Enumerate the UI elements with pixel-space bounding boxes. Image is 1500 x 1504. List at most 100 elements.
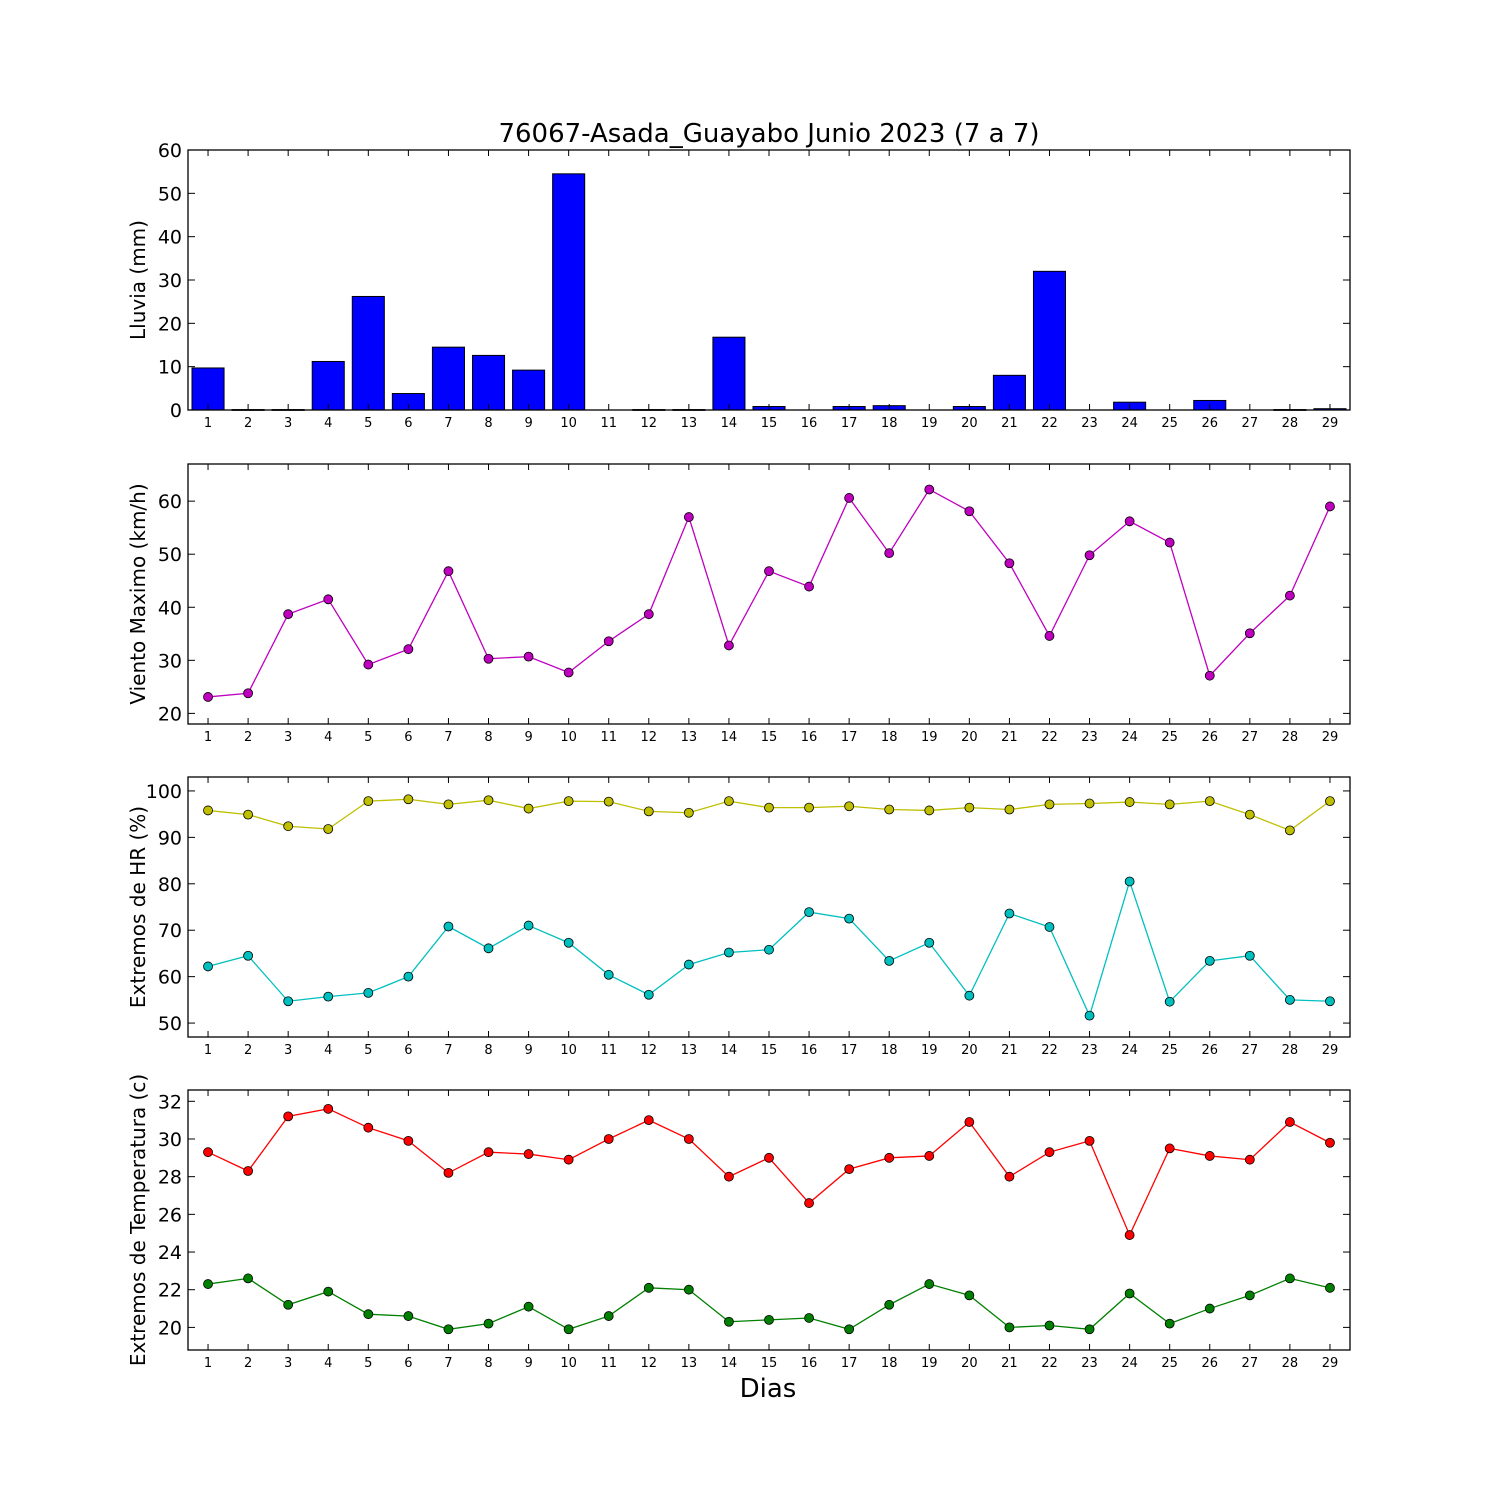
- x-tick-label: 17: [841, 730, 858, 745]
- y-tick-label: 0: [170, 400, 182, 422]
- series-point: [243, 950, 254, 961]
- series-point: [443, 1324, 454, 1335]
- series-point: [844, 493, 855, 503]
- series-point: [1244, 809, 1255, 820]
- series-point: [884, 804, 895, 815]
- x-tick-label: 6: [404, 1043, 412, 1058]
- x-tick-label: 1: [204, 1043, 212, 1058]
- series-point: [363, 1122, 374, 1133]
- x-tick-label: 16: [801, 1356, 818, 1371]
- series-point: [643, 1282, 654, 1293]
- series-point: [1124, 797, 1135, 807]
- series-point: [203, 1279, 213, 1289]
- series-point: [764, 566, 774, 577]
- series-point: [724, 947, 734, 958]
- y-tick-label: 80: [158, 874, 182, 896]
- series-point: [363, 796, 374, 807]
- series-point: [1084, 1135, 1095, 1146]
- x-tick-label: 28: [1282, 416, 1299, 431]
- series-point: [1004, 804, 1015, 815]
- x-tick-label: 20: [961, 1356, 978, 1371]
- series-point: [643, 1115, 654, 1126]
- series-point: [243, 1273, 254, 1284]
- x-tick-label: 5: [364, 1043, 372, 1058]
- x-tick-label: 4: [324, 730, 332, 745]
- series-point: [1204, 1303, 1215, 1314]
- x-tick-label: 10: [560, 1356, 577, 1371]
- x-tick-label: 23: [1081, 730, 1098, 745]
- x-tick-label: 3: [284, 416, 292, 431]
- x-tick-label: 15: [761, 416, 778, 431]
- series-point: [764, 1152, 774, 1163]
- y-tick-label: 60: [158, 967, 182, 989]
- x-tick-label: 12: [641, 1356, 658, 1371]
- x-tick-label: 9: [524, 1356, 532, 1371]
- y-tick-label: 32: [158, 1091, 182, 1113]
- series-point: [523, 651, 534, 662]
- series-point: [1124, 1288, 1135, 1299]
- x-tick-label: 7: [444, 1356, 452, 1371]
- series-point: [403, 644, 414, 655]
- x-tick-label: 12: [641, 730, 658, 745]
- x-tick-label: 17: [841, 1043, 858, 1058]
- series-point: [1124, 516, 1135, 527]
- series-point: [924, 805, 935, 816]
- series-point: [363, 659, 374, 670]
- x-tick-label: 18: [881, 1043, 898, 1058]
- y-tick-label: 60: [158, 140, 182, 162]
- x-tick-label: 7: [444, 416, 452, 431]
- series-point: [724, 796, 734, 807]
- x-tick-label: 2: [244, 1356, 252, 1371]
- x-tick-label: 25: [1161, 1356, 1178, 1371]
- series-point: [924, 937, 935, 948]
- y-tick-label: 60: [158, 491, 182, 513]
- series-point: [323, 991, 334, 1002]
- x-tick-label: 1: [204, 416, 212, 431]
- plot-frame: [187, 463, 1351, 725]
- series-point: [403, 971, 414, 982]
- x-tick-label: 22: [1041, 1043, 1058, 1058]
- series-point: [563, 796, 574, 807]
- series-point: [1164, 996, 1175, 1007]
- x-tick-label: 16: [801, 730, 818, 745]
- series-point: [1325, 996, 1335, 1007]
- rain-bar: [512, 369, 546, 411]
- series-point: [603, 1134, 614, 1144]
- series-point: [443, 566, 454, 577]
- x-tick-label: 29: [1322, 1043, 1339, 1058]
- x-tick-label: 27: [1242, 416, 1259, 431]
- x-tick-label: 10: [560, 1043, 577, 1058]
- series-point: [964, 802, 975, 813]
- series-point: [844, 801, 855, 812]
- x-tick-label: 23: [1081, 416, 1098, 431]
- x-tick-label: 6: [404, 1356, 412, 1371]
- series-point: [203, 805, 213, 816]
- x-tick-label: 8: [484, 1043, 492, 1058]
- series-point: [283, 609, 294, 620]
- x-tick-label: 6: [404, 416, 412, 431]
- y-tick-label: 22: [158, 1280, 182, 1302]
- series-line: [207, 488, 1331, 698]
- series-line: [207, 1108, 1331, 1237]
- x-tick-label: 4: [324, 416, 332, 431]
- x-tick-label: 5: [364, 1356, 372, 1371]
- series-point: [1084, 1010, 1095, 1021]
- series-point: [1204, 796, 1215, 807]
- series-point: [964, 990, 975, 1001]
- x-tick-label: 13: [681, 1043, 698, 1058]
- series-point: [683, 1284, 694, 1295]
- y-tick-label: 100: [146, 781, 182, 803]
- series-point: [323, 594, 334, 605]
- rain-bar: [1032, 270, 1067, 411]
- x-tick-label: 8: [484, 730, 492, 745]
- series-point: [443, 799, 454, 810]
- series-point: [1004, 1171, 1015, 1182]
- series-point: [804, 581, 814, 592]
- chart-title: 76067-Asada_Guayabo Junio 2023 (7 a 7): [498, 119, 1039, 149]
- x-tick-label: 17: [841, 1356, 858, 1371]
- series-point: [403, 794, 414, 805]
- series-point: [1044, 631, 1055, 641]
- y-tick-label: 90: [158, 827, 182, 849]
- rain-bar: [552, 173, 586, 411]
